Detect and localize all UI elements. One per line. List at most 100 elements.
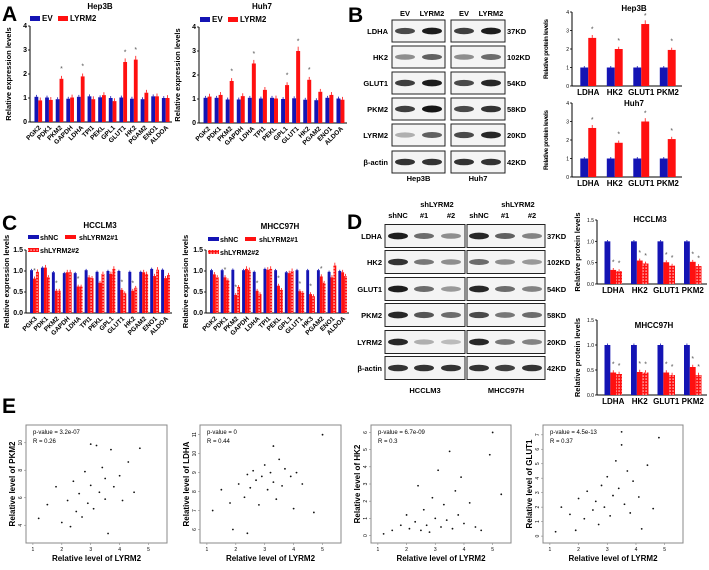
legend-label: EV (212, 15, 223, 24)
bar (616, 271, 622, 284)
bar (580, 158, 589, 177)
bar (215, 277, 219, 313)
bar (134, 287, 138, 313)
molecular-weight-label: 54KD (547, 285, 567, 294)
y-axis-label: Relative expression levels (181, 235, 190, 328)
legend-swatch (58, 16, 68, 21)
bar (274, 270, 278, 313)
bar (59, 78, 64, 122)
y-axis-label: Relative expression levels (2, 235, 11, 328)
bar (156, 269, 160, 313)
x-tick-label: GLUT1 (628, 88, 655, 97)
data-point (37, 517, 40, 520)
bar (341, 272, 345, 313)
y-tick-label: 1 (363, 517, 369, 520)
significance-star: * (591, 117, 594, 124)
bar (165, 98, 170, 122)
bar (68, 272, 72, 313)
legend-swatch (30, 16, 40, 21)
legend-label: shLYRM2#1 (79, 235, 118, 242)
y-tick-label: 1.5 (13, 247, 23, 254)
chart-title: MHCC97H (261, 222, 300, 231)
bar (319, 276, 323, 313)
data-point (321, 433, 324, 436)
y-tick-label: 4 (192, 24, 196, 31)
legend-swatch (200, 17, 210, 22)
protein-band (454, 131, 474, 139)
data-point (468, 502, 471, 504)
bar (140, 99, 145, 122)
legend-swatch (28, 235, 39, 239)
molecular-weight-label: 20KD (507, 131, 527, 140)
bar (274, 98, 278, 123)
bar (223, 277, 227, 313)
bar (161, 98, 166, 122)
bar (333, 265, 337, 313)
data-point (414, 520, 417, 523)
data-point (594, 500, 597, 503)
data-point (560, 506, 563, 509)
chart-title: MHCC97H (635, 321, 674, 330)
bar (91, 99, 96, 122)
significance-star: * (644, 253, 647, 260)
bar (145, 273, 149, 313)
molecular-weight-label: 37KD (547, 232, 567, 241)
protein-band (388, 311, 408, 319)
x-axis-label: Relative level of LYRM2 (52, 554, 142, 563)
data-point (491, 431, 494, 434)
protein-band (522, 286, 542, 292)
protein-band (441, 364, 461, 372)
significance-star: * (691, 251, 694, 258)
bar (281, 99, 286, 123)
significance-star: * (252, 51, 255, 58)
bar (636, 260, 643, 284)
bar (87, 96, 92, 122)
x-axis-label: Relative level of LYRM2 (226, 554, 316, 563)
y-tick-label: 3 (363, 482, 369, 485)
bar (247, 97, 252, 123)
data-point (284, 467, 286, 470)
bar (225, 99, 230, 123)
molecular-weight-label: 58KD (507, 105, 527, 114)
blot-row-label: HK2 (367, 258, 382, 267)
bar (48, 99, 53, 122)
data-point (428, 531, 431, 534)
protein-band (454, 158, 474, 166)
data-point (281, 484, 283, 487)
x-tick-label: 5 (491, 547, 494, 553)
bar (251, 63, 256, 123)
protein-band (495, 364, 515, 372)
data-point (480, 529, 483, 532)
bar (128, 271, 132, 313)
protein-band (422, 53, 442, 61)
protein-band (441, 339, 461, 345)
data-point (408, 527, 411, 530)
significance-star: * (612, 259, 615, 266)
data-point (75, 510, 78, 513)
data-point (301, 483, 304, 485)
x-tick-label: LDHA (577, 88, 599, 97)
y-tick-label: 0.0 (587, 282, 594, 288)
bar (153, 276, 157, 313)
bar (40, 267, 44, 313)
bar (657, 345, 664, 395)
protein-band (495, 339, 515, 345)
data-point (95, 444, 98, 447)
data-point (431, 496, 434, 499)
y-tick-label: 1 (566, 157, 569, 163)
data-point (574, 529, 577, 532)
significance-star: * (60, 66, 63, 73)
bar (269, 268, 273, 313)
x-tick-label: HK2 (632, 286, 649, 295)
y-tick-label: 3 (23, 47, 27, 54)
data-point (133, 491, 135, 494)
data-point (442, 503, 445, 506)
r-value-annotation: R = 0.44 (207, 439, 231, 445)
data-point (620, 444, 623, 446)
significance-star: * (230, 68, 233, 75)
bar (669, 265, 675, 284)
protein-band (388, 338, 408, 346)
protein-band (481, 158, 501, 166)
y-axis-label: Relative level of HK2 (353, 444, 362, 523)
